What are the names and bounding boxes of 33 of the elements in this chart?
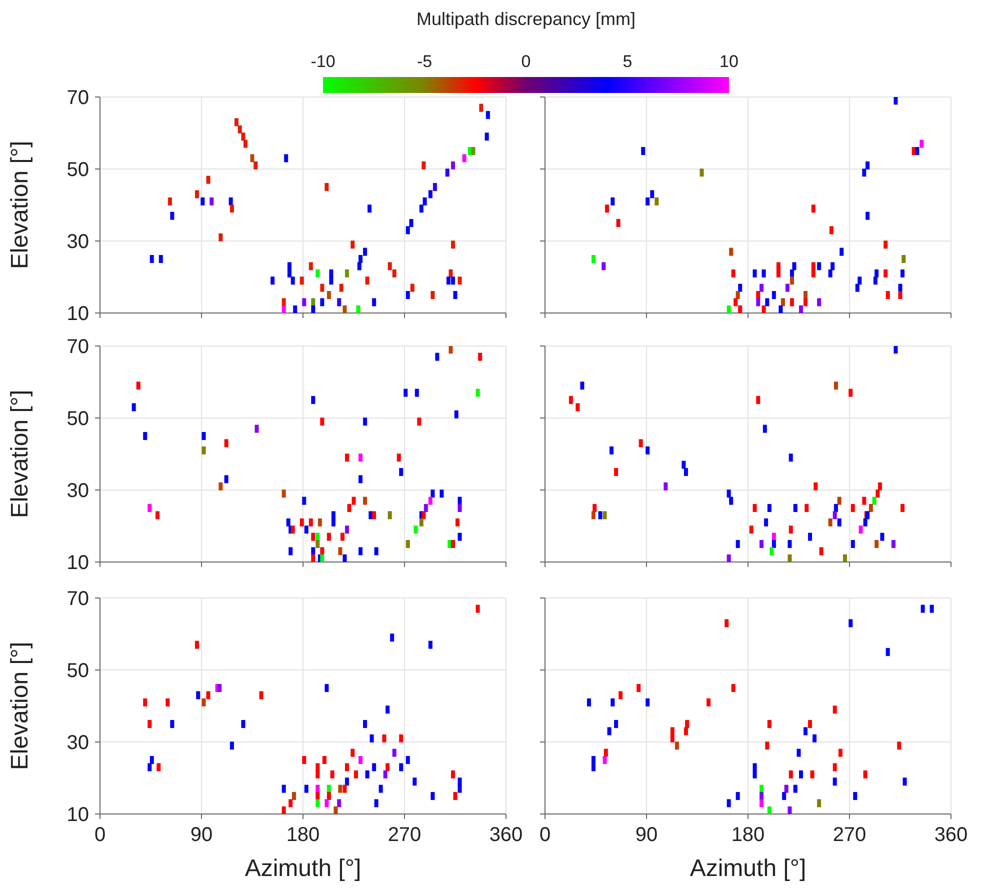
y-tick-label: 30 (66, 732, 89, 754)
y-tick-label: 50 (66, 660, 89, 682)
y-tick-label: 70 (66, 336, 89, 358)
y-axis-title: Elevation [°] (6, 390, 34, 518)
y-tick-label: 10 (66, 804, 89, 826)
y-tick-label: 30 (66, 231, 89, 253)
y-tick-label: 10 (66, 552, 89, 574)
x-tick-label: 360 (489, 824, 523, 846)
y-axis-title: Elevation [°] (6, 642, 34, 770)
x-tick-label: 180 (731, 824, 765, 846)
color-bar-label: -5 (416, 52, 432, 71)
color-bar-label: 0 (521, 52, 531, 71)
color-bar-title: Multipath discrepancy [mm] (416, 9, 636, 29)
x-axis-title: Azimuth [°] (244, 855, 362, 882)
color-bar-label: 5 (622, 52, 632, 71)
x-tick-label: 90 (190, 824, 213, 846)
y-tick-label: 70 (66, 87, 89, 109)
x-tick-label: 270 (832, 824, 866, 846)
x-tick-label: 90 (635, 824, 658, 846)
x-tick-label: 360 (934, 824, 968, 846)
y-tick-label: 10 (66, 303, 89, 325)
x-tick-label: 0 (539, 824, 551, 846)
x-tick-label: 0 (94, 824, 106, 846)
color-bar-label: -10 (310, 52, 336, 71)
y-tick-label: 30 (66, 480, 89, 502)
y-tick-label: 50 (66, 159, 89, 181)
y-axis-title: Elevation [°] (6, 140, 34, 270)
y-tick-label: 50 (66, 408, 89, 430)
x-tick-label: 270 (388, 824, 422, 846)
y-tick-label: 70 (66, 588, 89, 610)
x-tick-label: 180 (286, 824, 320, 846)
color-bar-label: 10 (720, 52, 738, 71)
x-axis-title: Azimuth [°] (690, 855, 806, 882)
